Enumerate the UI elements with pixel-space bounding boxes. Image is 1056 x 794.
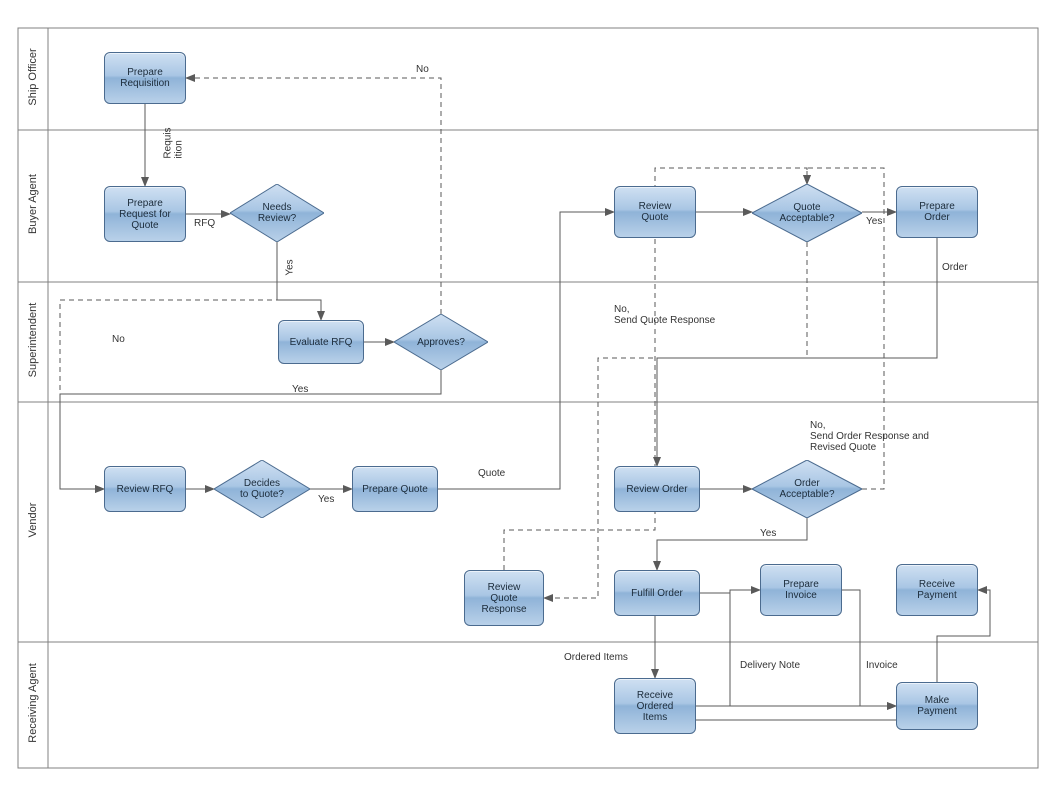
edge-label: Quote: [478, 468, 505, 479]
lane-label: Superintendent: [27, 280, 39, 400]
process-rev_qresp: ReviewQuoteResponse: [464, 570, 544, 626]
process-recv_items: ReceiveOrderedItems: [614, 678, 696, 734]
edge-label: Ordered Items: [564, 652, 628, 663]
edge-label: Yes: [292, 384, 308, 395]
edge-label: No, Send Order Response and Revised Quot…: [810, 420, 929, 453]
edge-label: Yes: [318, 494, 334, 505]
process-fulfill: Fulfill Order: [614, 570, 700, 616]
edge-label: Requis ition: [163, 127, 185, 158]
edge-label: Delivery Note: [740, 660, 800, 671]
process-recv_pay: ReceivePayment: [896, 564, 978, 616]
process-prep_quote: Prepare Quote: [352, 466, 438, 512]
decision-quote_acc: QuoteAcceptable?: [752, 184, 862, 242]
lane-label: Buyer Agent: [27, 144, 39, 264]
decision-approves: Approves?: [394, 314, 488, 370]
edge-label: Yes: [760, 528, 776, 539]
edge-label: No, Send Quote Response: [614, 304, 715, 326]
process-review_order: Review Order: [614, 466, 700, 512]
edge-label: Invoice: [866, 660, 898, 671]
process-review_quote: ReviewQuote: [614, 186, 696, 238]
process-prep_inv: PrepareInvoice: [760, 564, 842, 616]
decision-needs_rev: NeedsReview?: [230, 184, 324, 242]
edge-label: Yes: [866, 216, 882, 227]
process-eval_rfq: Evaluate RFQ: [278, 320, 364, 364]
decision-order_acc: OrderAcceptable?: [752, 460, 862, 518]
process-prep_req: PrepareRequisition: [104, 52, 186, 104]
process-make_pay: MakePayment: [896, 682, 978, 730]
edge-label: RFQ: [194, 218, 215, 229]
process-review_rfq: Review RFQ: [104, 466, 186, 512]
lane-label: Vendor: [27, 460, 39, 580]
edge-label: No: [112, 334, 125, 345]
lane-label: Receiving Agent: [27, 643, 39, 763]
edge-label: Yes: [285, 259, 296, 275]
decision-decides: Decidesto Quote?: [214, 460, 310, 518]
edge-label: Order: [942, 262, 968, 273]
lane-label: Ship Officer: [27, 17, 39, 137]
process-prep_rfq: PrepareRequest forQuote: [104, 186, 186, 242]
process-prep_order: PrepareOrder: [896, 186, 978, 238]
edge-label: No: [416, 64, 429, 75]
